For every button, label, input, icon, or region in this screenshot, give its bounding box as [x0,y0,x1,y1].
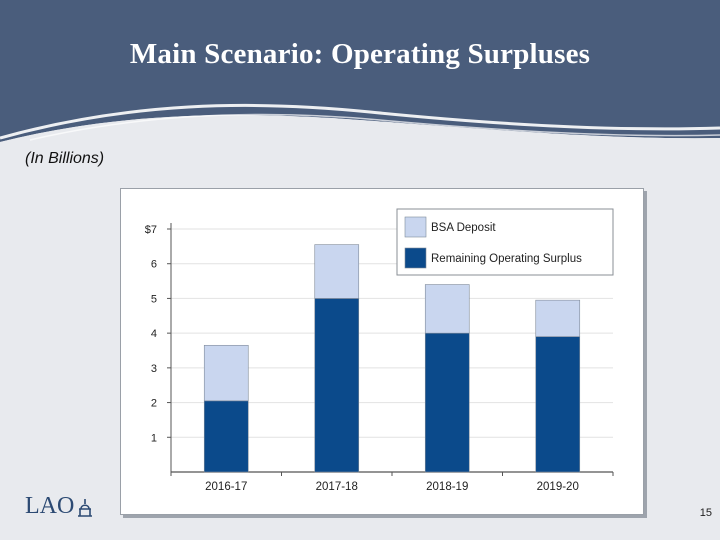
x-tick-label: 2019-20 [537,481,579,493]
bar-bsa-deposit [424,284,470,334]
slide-title: Main Scenario: Operating Surpluses [129,38,591,70]
slide-header: Main Scenario: Operating Surpluses [0,0,720,150]
bar-remaining-operating-surplus [314,298,360,473]
y-tick-label: 6 [151,259,157,271]
legend-swatch [404,247,427,269]
y-tick-label: $7 [145,224,157,236]
x-tick-label: 2016-17 [205,481,247,493]
x-axis-ticks: 2016-17 2017-18 2018-19 2019-20 [205,481,579,493]
bar-remaining-operating-surplus [424,332,470,473]
bars [203,244,581,473]
x-tick-label: 2018-19 [426,481,468,493]
legend: BSA Deposit Remaining Operating Surplus [396,208,614,276]
lao-logo: LAO [25,493,94,520]
y-tick-label: 5 [151,293,157,305]
chart-subtitle: (In Billions) [25,150,105,167]
header-banner [0,0,720,150]
x-tick-label: 2017-18 [316,481,358,493]
logo-text: LAO [25,493,75,519]
legend-label: Remaining Operating Surplus [431,253,582,265]
bar-remaining-operating-surplus [203,400,249,473]
dome-icon [78,498,93,517]
chart-frame: 1 2 3 4 5 6 $7 2016-17 2017-18 2018-19 2019-20 BS… [120,188,644,515]
y-tick-label: 1 [151,432,157,444]
bar-bsa-deposit [535,299,581,337]
page-number: 15 [699,507,712,519]
y-tick-label: 3 [151,363,157,375]
bar-bsa-deposit [203,344,249,402]
legend-box [396,208,614,276]
legend-swatch [404,216,427,238]
y-tick-label: 4 [151,328,157,340]
y-tick-label: 2 [151,398,157,410]
bar-remaining-operating-surplus [535,336,581,473]
bar-bsa-deposit [314,244,360,299]
y-axis-ticks: 1 2 3 4 5 6 $7 [145,224,157,444]
legend-label: BSA Deposit [431,222,496,234]
stacked-bar-chart: 1 2 3 4 5 6 $7 2016-17 2017-18 2018-19 2019-20 BS… [145,208,614,493]
